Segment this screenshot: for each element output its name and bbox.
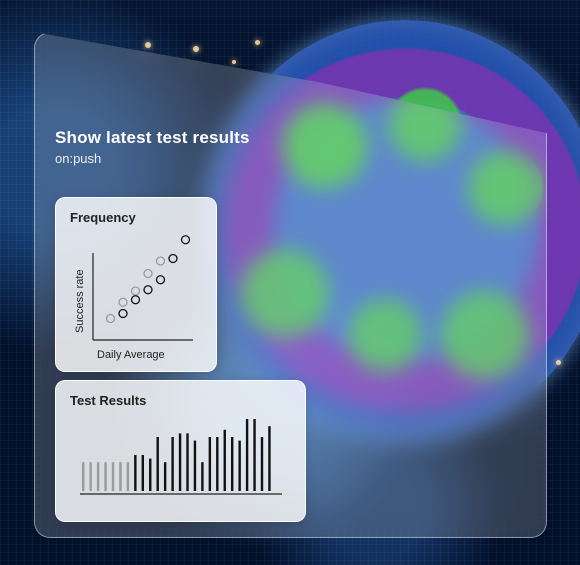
result-bar	[253, 419, 256, 491]
frequency-scatter-chart: Success rate Daily Average	[74, 235, 193, 361]
result-bar	[216, 437, 219, 491]
result-bar	[171, 437, 174, 491]
result-bar	[163, 462, 167, 491]
scatter-point	[130, 286, 141, 296]
sparkle	[232, 60, 236, 64]
scatter-point	[130, 295, 141, 305]
y-axis-label: Success rate	[74, 269, 86, 333]
result-bar	[104, 462, 107, 491]
result-bar	[82, 462, 85, 491]
frequency-card-title: Frequency	[70, 210, 136, 225]
scatter-point	[118, 297, 128, 307]
result-bar	[223, 429, 226, 491]
scatter-point	[168, 253, 178, 264]
sparkle	[556, 360, 561, 365]
trigger-label: on:push	[55, 151, 102, 166]
result-bar	[186, 433, 189, 491]
result-bar	[231, 437, 234, 491]
result-bar	[141, 455, 144, 491]
test-results-card-title: Test Results	[70, 393, 147, 408]
result-bar	[208, 437, 212, 491]
scatter-point	[143, 268, 153, 279]
scatter-point	[143, 285, 153, 295]
result-bar	[126, 462, 130, 491]
result-bar	[156, 437, 159, 491]
result-bar	[119, 462, 122, 491]
result-bar	[178, 433, 182, 491]
sparkle	[145, 42, 151, 48]
result-bar	[134, 455, 137, 491]
result-bar	[268, 426, 271, 491]
test-results-bar-chart	[80, 419, 282, 495]
result-bar	[149, 458, 152, 491]
sparkle	[193, 46, 199, 52]
result-bar	[89, 462, 92, 491]
result-bar	[111, 462, 115, 491]
scatter-point	[180, 235, 191, 245]
sparkle	[255, 40, 260, 45]
page-title: Show latest test results	[55, 128, 250, 147]
frequency-card: Frequency Success rate Daily Average	[55, 197, 217, 372]
result-bar	[201, 462, 204, 491]
x-axis-label: Daily Average	[97, 349, 165, 361]
result-bar	[245, 419, 249, 491]
result-bar	[238, 440, 241, 491]
scatter-point	[155, 275, 166, 285]
scatter-point	[118, 308, 128, 319]
result-bar	[260, 437, 264, 491]
result-bar	[96, 462, 100, 491]
scatter-point	[105, 313, 116, 324]
result-bar	[193, 440, 197, 491]
scatter-point	[155, 256, 166, 266]
test-results-card: Test Results	[55, 380, 306, 522]
